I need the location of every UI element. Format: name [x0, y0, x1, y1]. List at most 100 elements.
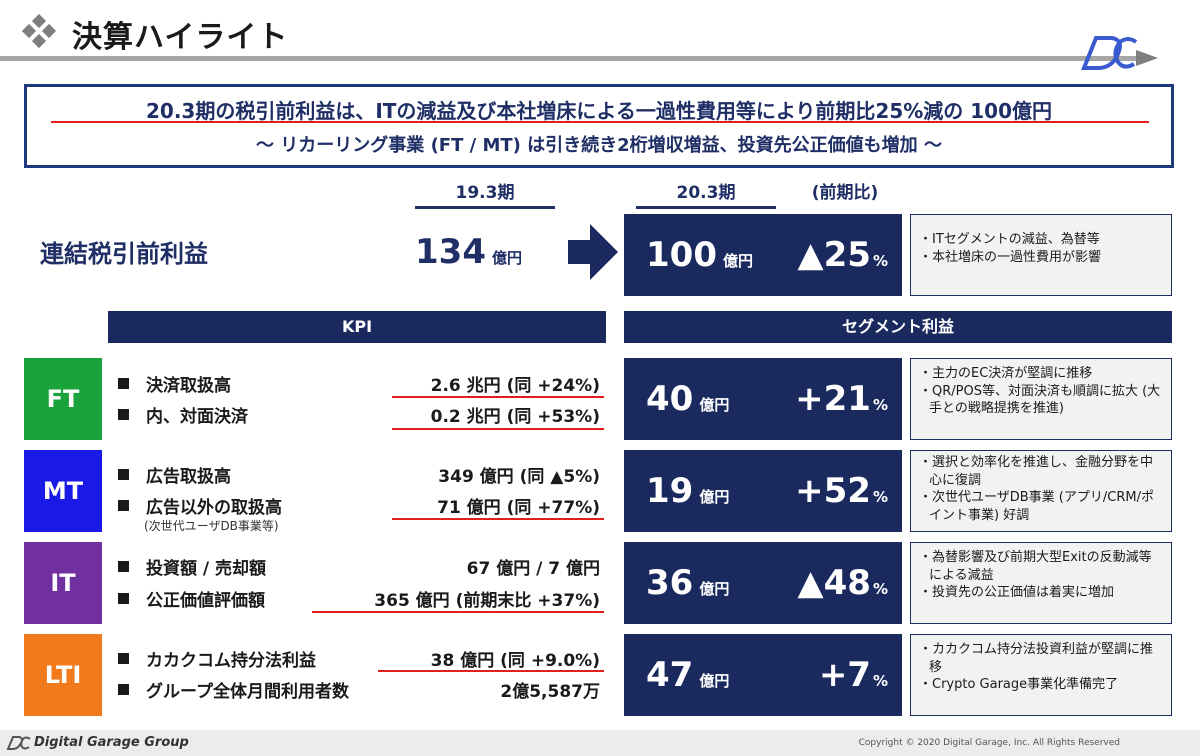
ft-profit-box: 40 億円 +21% [624, 358, 902, 440]
footer-company: Digital Garage Group [34, 735, 189, 750]
ft-note: ・QR/POS等、対面決済も順調に拡大 (大手との戦略提携を推進) [919, 383, 1161, 417]
kpi-row: 公正価値評価額 365 億円 (前期末比 +37%) [118, 586, 608, 611]
consolidated-prev-unit: 億円 [491, 249, 522, 267]
kpi-red-underline [392, 396, 604, 398]
kpi-red-underline [312, 611, 604, 613]
it-profit: 36 億円 [646, 563, 729, 603]
bullet-square-icon [118, 469, 129, 480]
headline-main: 20.3期の税引前利益は、ITの減益及び本社増床による一過性費用等により前期比2… [145, 99, 1052, 123]
kpi-value: 0.2 兆円 (同 +53%) [430, 407, 600, 427]
title-arrow-icon [1136, 50, 1158, 66]
lti-profit-value: 47 [646, 655, 694, 695]
kpi-label: カカクコム持分法利益 [146, 651, 316, 671]
consolidated-change-unit: % [872, 252, 888, 270]
kpi-row: 投資額 / 売却額 67 億円 / 7 億円 [118, 554, 608, 579]
segment-tag-it: IT [24, 542, 102, 624]
bullet-square-icon [118, 653, 129, 664]
kpi-red-underline [392, 518, 604, 520]
kpi-value: 365 億円 (前期末比 +37%) [374, 591, 600, 611]
kpi-value: 2億5,587万 [500, 682, 600, 702]
kpi-row: カカクコム持分法利益 38 億円 (同 +9.0%) [118, 646, 608, 671]
headline-box: 20.3期の税引前利益は、ITの減益及び本社増床による一過性費用等により前期比2… [24, 84, 1174, 168]
it-notes: ・為替影響及び前期大型Exitの反動減等による減益 ・投資先の公正価値は着実に増… [910, 542, 1172, 624]
title-divider [0, 56, 1140, 61]
kpi-label: 投資額 / 売却額 [146, 559, 267, 579]
segment-tag-mt: MT [24, 450, 102, 532]
kpi-value: 2.6 兆円 (同 +24%) [430, 376, 600, 396]
mt-change-value: +52 [795, 471, 871, 511]
consolidated-curr-value: 100 [646, 235, 717, 275]
bullet-square-icon [118, 409, 129, 420]
lti-notes: ・カカクコム持分法投資利益が堅調に推移 ・Crypto Garage事業化準備完… [910, 634, 1172, 716]
mt-profit-value: 19 [646, 471, 694, 511]
column-prev-underline [415, 206, 555, 209]
bullet-square-icon [118, 561, 129, 572]
segment-tag-ft: FT [24, 358, 102, 440]
ft-notes: ・主力のEC決済が堅調に推移 ・QR/POS等、対面決済も順調に拡大 (大手との… [910, 358, 1172, 440]
column-curr: 20.3期 [676, 183, 736, 203]
ft-change: +21% [795, 379, 888, 419]
mt-profit: 19 億円 [646, 471, 729, 511]
segment-header: セグメント利益 [624, 311, 1172, 343]
ft-profit: 40 億円 [646, 379, 729, 419]
mt-notes: ・選択と効率化を推進し、金融分野を中心に復調 ・次世代ユーザDB事業 (アプリ/… [910, 450, 1172, 532]
segment-tag-lti: LTI [24, 634, 102, 716]
dg-logo-icon [1081, 36, 1138, 70]
kpi-label: 広告以外の取扱高 [146, 498, 282, 518]
it-note: ・投資先の公正価値は着実に増加 [919, 585, 1115, 601]
ft-change-unit: % [872, 396, 888, 414]
consolidated-curr: 100 億円 [646, 235, 753, 275]
kpi-row: グループ全体月間利用者数 2億5,587万 [118, 677, 608, 702]
kpi-value: 38 億円 (同 +9.0%) [430, 651, 600, 671]
consolidated-note: ・本社増床の一過性費用が影響 [919, 249, 1102, 265]
lti-change-value: +7 [818, 655, 871, 695]
it-profit-value: 36 [646, 563, 694, 603]
consolidated-curr-unit: 億円 [722, 252, 753, 270]
lti-profit-box: 47 億円 +7% [624, 634, 902, 716]
footer: Digital Garage Group Copyright © 2020 Di… [0, 730, 1200, 756]
kpi-label: 公正価値評価額 [146, 591, 265, 611]
mt-profit-unit: 億円 [699, 488, 730, 506]
lti-change: +7% [819, 655, 888, 695]
kpi-value: 71 億円 (同 +77%) [437, 498, 600, 518]
kpi-row: 広告以外の取扱高 71 億円 (同 +77%) [118, 493, 608, 518]
kpi-label: グループ全体月間利用者数 [146, 682, 349, 702]
kpi-label: 広告取扱高 [146, 467, 231, 487]
kpi-label: 決済取扱高 [146, 376, 231, 396]
mt-note: ・選択と効率化を推進し、金融分野を中心に復調 [919, 455, 1154, 488]
consolidated-change-value: ▲25 [797, 235, 871, 275]
consolidated-label: 連結税引前利益 [40, 240, 208, 268]
bullet-square-icon [118, 593, 129, 604]
column-prev: 19.3期 [455, 183, 515, 203]
kpi-row: 内、対面決済 0.2 兆円 (同 +53%) [118, 402, 608, 427]
kpi-row: 決済取扱高 2.6 兆円 (同 +24%) [118, 371, 608, 396]
diamond-grid-icon [22, 14, 57, 49]
column-yoy: (前期比) [811, 183, 879, 203]
lti-note: ・カカクコム持分法投資利益が堅調に推移 [919, 642, 1154, 675]
mt-change-unit: % [872, 488, 888, 506]
consolidated-change: ▲25% [798, 235, 889, 275]
it-change-value: ▲48 [797, 563, 871, 603]
kpi-value: 349 億円 (同 ▲5%) [438, 467, 600, 487]
bullet-square-icon [118, 378, 129, 389]
consolidated-prev-value: 134 [415, 232, 486, 272]
it-change: ▲48% [798, 563, 889, 603]
consolidated-notes: ・ITセグメントの減益、為替等 ・本社増床の一過性費用が影響 [910, 214, 1172, 296]
right-arrow-icon [568, 224, 618, 280]
mt-change: +52% [795, 471, 888, 511]
ft-change-value: +21 [795, 379, 871, 419]
it-note: ・為替影響及び前期大型Exitの反動減等による減益 [919, 550, 1152, 583]
title-bar: 決算ハイライト [0, 0, 1200, 70]
consolidated-profit-box: 100 億円 ▲25% [624, 214, 902, 296]
headline-underline [51, 121, 1149, 123]
kpi-sub-note: (次世代ユーザDB事業等) [144, 519, 279, 533]
lti-note: ・Crypto Garage事業化準備完了 [919, 677, 1119, 693]
bullet-square-icon [118, 500, 129, 511]
kpi-label: 内、対面決済 [146, 407, 248, 427]
footer-copyright: Copyright © 2020 Digital Garage, Inc. Al… [858, 738, 1120, 748]
ft-profit-unit: 億円 [699, 396, 730, 414]
headline-sub: ～ リカーリング事業 (FT / MT) は引き続き2桁増収増益、投資先公正価値… [256, 135, 942, 156]
page-title: 決算ハイライト [72, 20, 289, 55]
bullet-square-icon [118, 684, 129, 695]
it-profit-unit: 億円 [699, 580, 730, 598]
